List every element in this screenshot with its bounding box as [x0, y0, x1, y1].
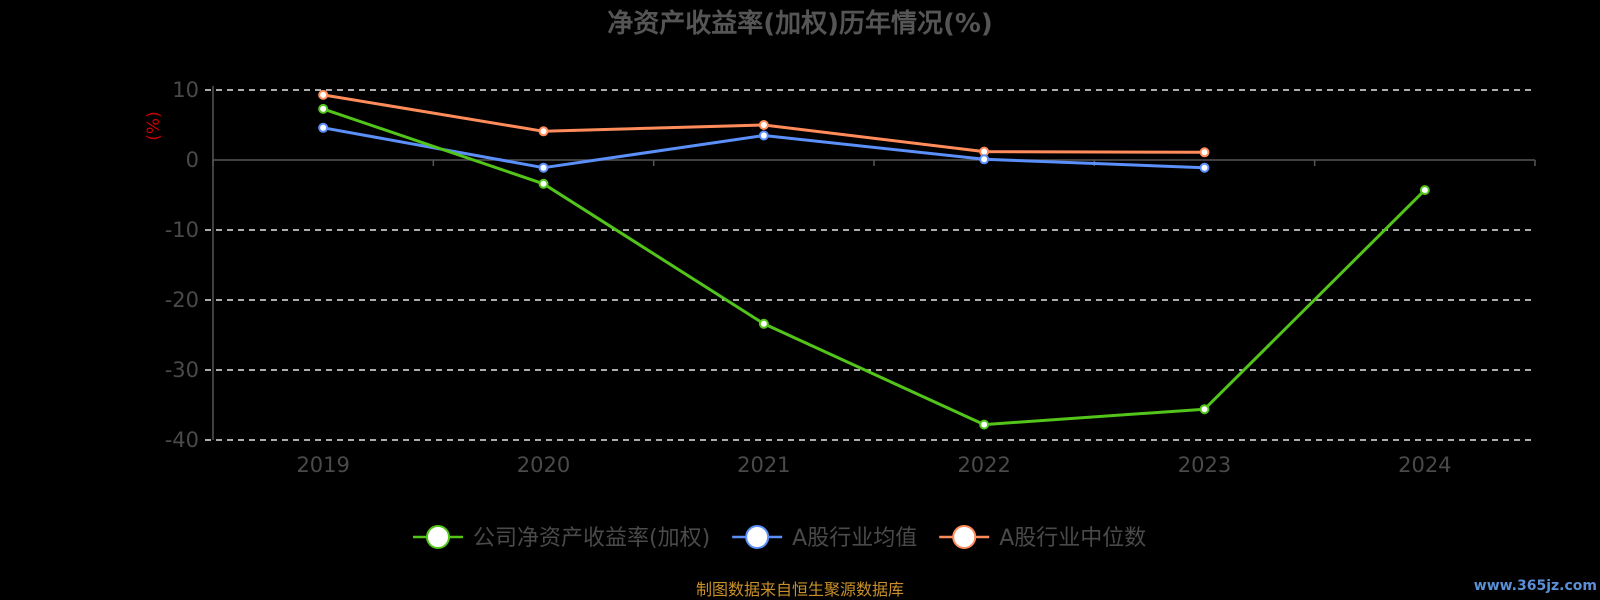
x-tick-label: 2020	[517, 453, 570, 477]
data-point	[1199, 147, 1210, 158]
y-axis-label: (%)	[144, 111, 164, 140]
legend: 公司净资产收益率(加权) A股行业均值 A股行业中位数	[413, 525, 1146, 551]
y-tick-label: -20	[165, 288, 199, 312]
data-point	[538, 162, 549, 173]
legend-swatch-marker	[745, 525, 770, 549]
data-point	[979, 154, 990, 165]
data-point	[318, 89, 329, 100]
y-tick-label: -40	[165, 428, 199, 452]
data-point	[538, 178, 549, 189]
data-point	[758, 120, 769, 130]
x-tick-label: 2021	[737, 453, 790, 477]
x-tick-label: 2022	[957, 453, 1010, 477]
data-point	[318, 122, 329, 133]
data-point	[318, 103, 329, 114]
data-point	[1419, 185, 1430, 196]
source-note: 制图数据来自恒生聚源数据库	[696, 580, 904, 599]
legend-label: A股行业均值	[792, 526, 917, 551]
data-point	[1199, 162, 1210, 173]
y-tick-label: -10	[165, 218, 199, 242]
watermark: www.365jz.com	[1474, 578, 1597, 594]
series-line	[322, 107, 1426, 427]
x-tick-label: 2024	[1398, 453, 1451, 477]
data-point	[979, 419, 990, 430]
legend-label: 公司净资产收益率(加权)	[473, 526, 710, 551]
x-tick-label: 2023	[1178, 453, 1231, 477]
series-lines	[318, 89, 1430, 430]
x-tick-label: 2019	[296, 453, 349, 477]
data-point	[758, 318, 769, 329]
y-tick-label: 10	[172, 78, 199, 102]
legend-label: A股行业中位数	[999, 526, 1146, 551]
data-point	[1199, 404, 1210, 415]
y-tick-labels: 10 0 -10 -20 -30 -40	[165, 78, 199, 452]
data-point	[758, 130, 769, 141]
grid-lines	[205, 89, 1535, 441]
legend-swatch-marker	[952, 525, 977, 549]
data-point	[538, 126, 549, 137]
x-tick-labels: 2019 2020 2021 2022 2023 2024	[296, 453, 1451, 477]
chart-title: 净资产收益率(加权)历年情况(%)	[607, 8, 993, 39]
y-tick-label: -30	[165, 358, 199, 382]
y-tick-label: 0	[186, 148, 199, 172]
legend-swatch-marker	[426, 525, 450, 549]
